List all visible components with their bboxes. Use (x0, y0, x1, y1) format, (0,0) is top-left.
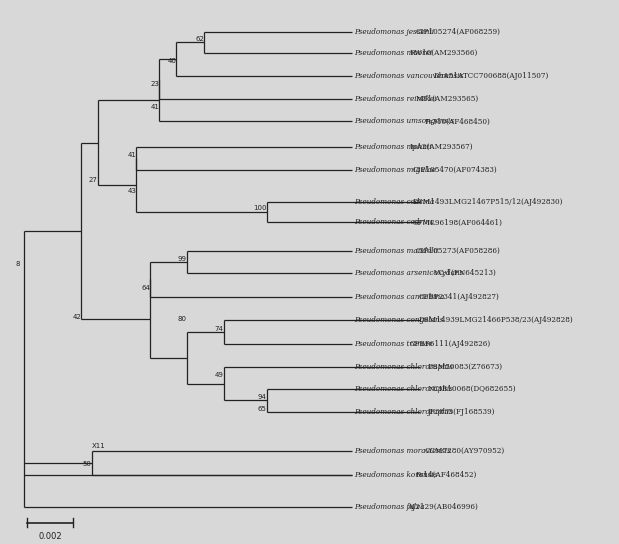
Text: Pseudomonas mandelii: Pseudomonas mandelii (353, 246, 440, 255)
Text: DSM14939LMG21466P538/23(AJ492828): DSM14939LMG21466P538/23(AJ492828) (418, 317, 573, 324)
Text: Ps14(AF468452): Ps14(AF468452) (415, 471, 477, 479)
Text: Pseudomonas cannabina: Pseudomonas cannabina (353, 293, 446, 301)
Text: 74: 74 (215, 325, 223, 331)
Text: Pseudomonas congelans: Pseudomonas congelans (353, 317, 445, 324)
Text: Pseudomonas fulva: Pseudomonas fulva (353, 503, 426, 511)
Text: IpA2(AM293567): IpA2(AM293567) (410, 143, 473, 151)
Text: JF3835(FJ168539): JF3835(FJ168539) (427, 407, 495, 416)
Text: RW10(AM293566): RW10(AM293566) (410, 49, 478, 57)
Text: Pseudomonas korensis: Pseudomonas korensis (353, 471, 439, 479)
Text: 27: 27 (89, 177, 98, 183)
Text: Pseudomonas mohnii: Pseudomonas mohnii (353, 143, 434, 151)
Text: Ps310(AF468450): Ps310(AF468450) (424, 118, 490, 125)
Text: Pseudomonas arsenicoxydans: Pseudomonas arsenicoxydans (353, 269, 465, 277)
Text: 43: 43 (128, 188, 137, 194)
Text: 64: 64 (141, 285, 150, 292)
Text: 8: 8 (15, 262, 20, 268)
Text: Pseudomonas vancouverensis: Pseudomonas vancouverensis (353, 72, 465, 80)
Text: DSM1493LMG21467P515/12(AJ492830): DSM1493LMG21467P515/12(AJ492830) (412, 198, 563, 206)
Text: 65: 65 (258, 405, 267, 411)
Text: 42: 42 (72, 314, 81, 320)
Text: CFBP2341(AJ492827): CFBP2341(AJ492827) (418, 293, 500, 301)
Text: 40: 40 (168, 58, 176, 64)
Text: Pseudomonas migulae: Pseudomonas migulae (353, 166, 438, 174)
Text: AJ2129(AB046996): AJ2129(AB046996) (407, 503, 477, 511)
Text: CIP105274(AF068259): CIP105274(AF068259) (415, 28, 500, 36)
Text: 23: 23 (150, 82, 159, 88)
Text: 100: 100 (253, 206, 267, 212)
Text: 99: 99 (178, 256, 187, 262)
Text: 50: 50 (83, 461, 92, 467)
Text: 80: 80 (178, 316, 187, 322)
Text: Pseudomonas moraviensis: Pseudomonas moraviensis (353, 447, 452, 455)
Text: 62: 62 (195, 36, 204, 42)
Text: CCM7280(AY970952): CCM7280(AY970952) (424, 447, 504, 455)
Text: CFML96198(AF064461): CFML96198(AF064461) (412, 219, 503, 226)
Text: CFBP6111(AJ492826): CFBP6111(AJ492826) (410, 340, 491, 348)
Text: MT1(AM293565): MT1(AM293565) (415, 95, 478, 103)
Text: 41: 41 (128, 152, 137, 158)
Text: Pseudomonas cedrina: Pseudomonas cedrina (353, 219, 436, 226)
Text: DSM50083(Z76673): DSM50083(Z76673) (427, 363, 503, 371)
Text: X11: X11 (92, 443, 105, 449)
Text: VC-1(FN645213): VC-1(FN645213) (433, 269, 496, 277)
Text: CIP105273(AF058286): CIP105273(AF058286) (415, 246, 500, 255)
Text: 49: 49 (215, 372, 223, 378)
Text: Pseudomonas chlororaphis: Pseudomonas chlororaphis (353, 407, 455, 416)
Text: Pseudomonas reinekei: Pseudomonas reinekei (353, 95, 438, 103)
Text: Pseudomonas umsongensis: Pseudomonas umsongensis (353, 118, 456, 125)
Text: Pseudomonas chlororaphis: Pseudomonas chlororaphis (353, 385, 455, 393)
Text: CIP105470(AF074383): CIP105470(AF074383) (412, 166, 497, 174)
Text: Pseudomonas chlororaphis: Pseudomonas chlororaphis (353, 363, 455, 371)
Text: Pseudomonas jessenii: Pseudomonas jessenii (353, 28, 436, 36)
Text: 94: 94 (258, 394, 267, 400)
Text: Pseudomonas cedrina: Pseudomonas cedrina (353, 198, 436, 206)
Text: Pseudomonas tremae: Pseudomonas tremae (353, 340, 435, 348)
Text: Pseudomonas moorei: Pseudomonas moorei (353, 49, 434, 57)
Text: 41: 41 (150, 104, 159, 110)
Text: DhA51ATCC700688(AJ011507): DhA51ATCC700688(AJ011507) (433, 72, 548, 80)
Text: 0.002: 0.002 (38, 532, 62, 541)
Text: NCIB10068(DQ682655): NCIB10068(DQ682655) (427, 385, 516, 393)
